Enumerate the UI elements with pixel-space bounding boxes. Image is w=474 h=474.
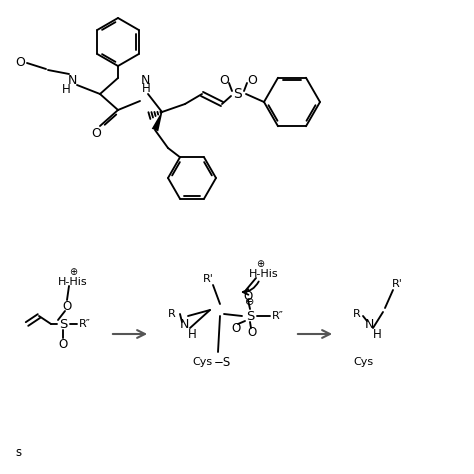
Text: ⊕: ⊕ [256, 259, 264, 269]
Text: H-His: H-His [58, 277, 88, 287]
Text: S: S [246, 310, 254, 322]
Text: R″: R″ [272, 311, 284, 321]
Text: S: S [59, 318, 67, 330]
Text: N: N [179, 318, 189, 330]
Text: H: H [373, 328, 382, 340]
Text: H: H [188, 328, 196, 340]
Text: −S: −S [213, 356, 231, 368]
Text: s: s [15, 446, 21, 458]
Text: N: N [365, 318, 374, 330]
Text: O: O [58, 337, 68, 350]
Text: S: S [234, 87, 242, 101]
Text: ⊕: ⊕ [69, 267, 77, 277]
Text: R': R' [392, 279, 402, 289]
Text: R: R [353, 309, 361, 319]
Text: Cys: Cys [353, 357, 373, 367]
Text: O: O [247, 73, 257, 86]
Text: H: H [62, 82, 70, 95]
Text: R″: R″ [79, 319, 91, 329]
Text: N: N [67, 73, 77, 86]
Text: R': R' [202, 274, 213, 284]
Polygon shape [152, 112, 163, 131]
Text: R: R [168, 309, 176, 319]
Text: O: O [219, 73, 229, 86]
Text: O: O [247, 326, 256, 338]
Text: O: O [243, 290, 253, 302]
Text: O: O [91, 127, 101, 139]
Text: H: H [142, 82, 150, 94]
Text: O: O [63, 300, 72, 312]
Text: O: O [15, 55, 25, 69]
Text: O: O [231, 321, 241, 335]
Text: ⊖: ⊖ [246, 297, 255, 307]
Text: H-His: H-His [249, 269, 279, 279]
Text: N: N [140, 73, 150, 86]
Text: Cys: Cys [192, 357, 212, 367]
